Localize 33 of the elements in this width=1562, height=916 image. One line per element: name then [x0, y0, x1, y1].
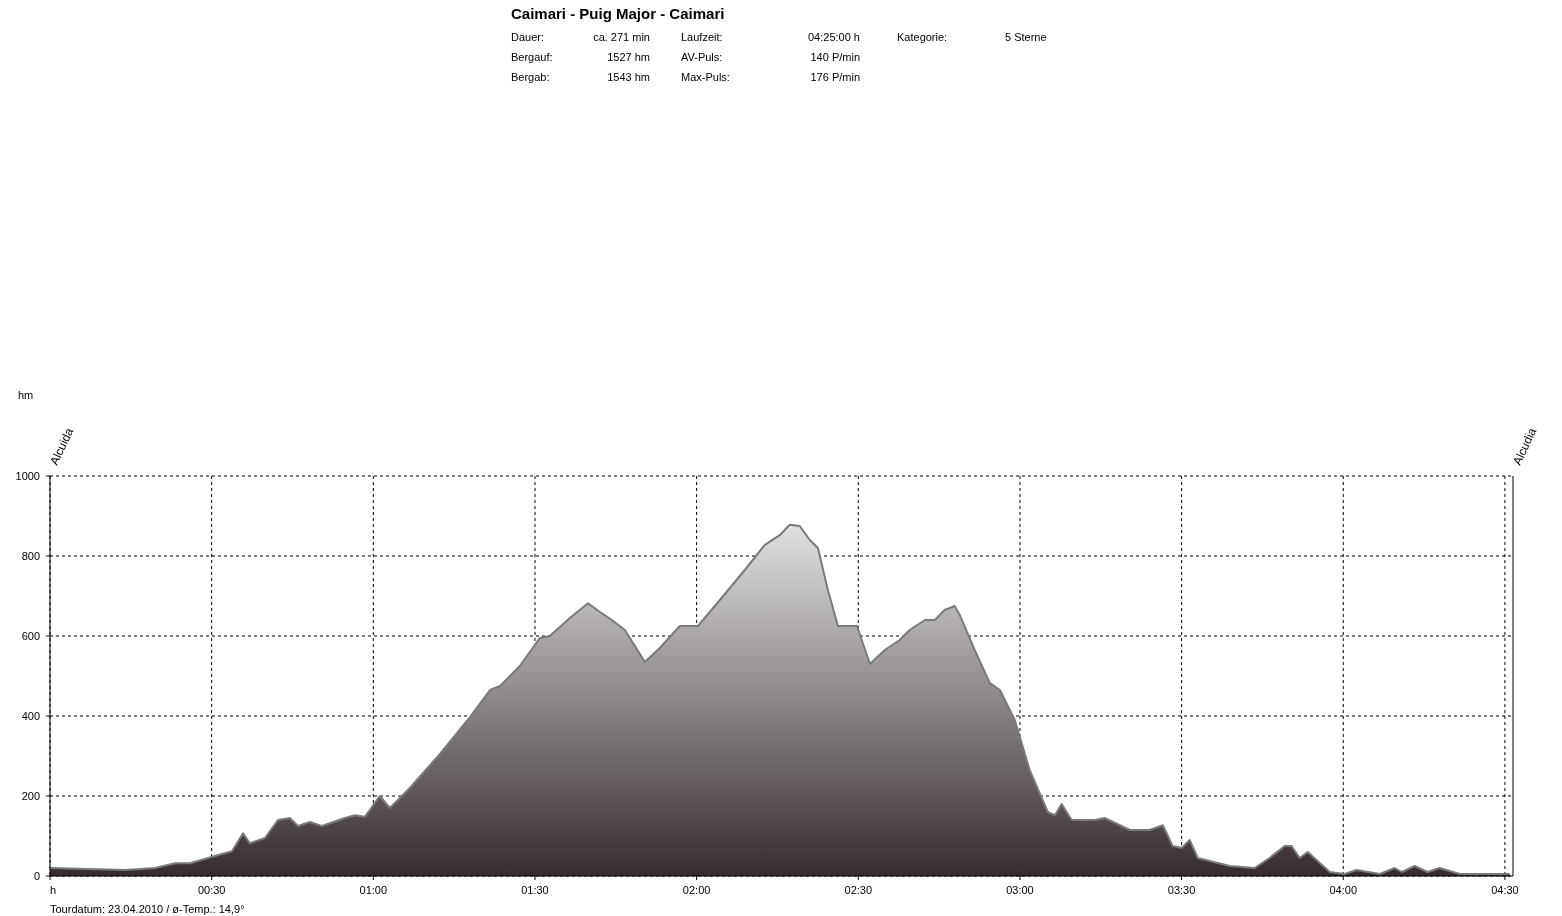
x-tick-label: h — [50, 884, 57, 896]
x-tick-label: 02:30 — [844, 884, 873, 896]
x-tick-label: 03:00 — [1006, 884, 1034, 896]
text: 1543 hm — [607, 71, 650, 83]
text: 176 P/min — [810, 71, 860, 83]
text: 04:25:00 h — [808, 31, 860, 43]
x-tick-label: 01:30 — [521, 884, 549, 896]
text: Bergab: — [511, 71, 550, 83]
text: Dauer: — [511, 31, 545, 43]
x-tick-label: 00:30 — [197, 884, 226, 896]
text: 1527 hm — [607, 51, 650, 63]
text: Tourdatum: 23.04.2010 / ø-Temp.: 14,9° — [50, 903, 245, 915]
text: Bergauf: — [511, 51, 553, 63]
y-tick-label: 0 — [33, 870, 40, 882]
text: Laufzeit: — [681, 31, 723, 43]
text: 5 Sterne — [1005, 31, 1047, 43]
text: AV-Puls: — [681, 51, 723, 63]
text: Kategorie: — [897, 31, 948, 43]
y-tick-label: 600 — [21, 630, 40, 642]
text: ca. 271 min — [593, 31, 650, 43]
x-tick-label: 04:00 — [1329, 884, 1358, 896]
x-tick-label: 03:30 — [1167, 884, 1196, 896]
x-tick-label: 02:00 — [682, 884, 711, 896]
chart-title: Caimari - Puig Major - Caimari — [511, 5, 725, 22]
x-tick-label: 01:00 — [359, 884, 388, 896]
text: 140 P/min — [810, 51, 860, 63]
y-tick-label: 800 — [21, 550, 40, 562]
y-tick-label: 400 — [21, 710, 40, 722]
y-tick-label: 1000 — [15, 470, 40, 482]
x-tick-label: 04:30 — [1491, 884, 1519, 896]
y-tick-label: 200 — [21, 790, 40, 802]
text: hm — [18, 389, 34, 401]
text: Max-Puls: — [681, 71, 730, 83]
